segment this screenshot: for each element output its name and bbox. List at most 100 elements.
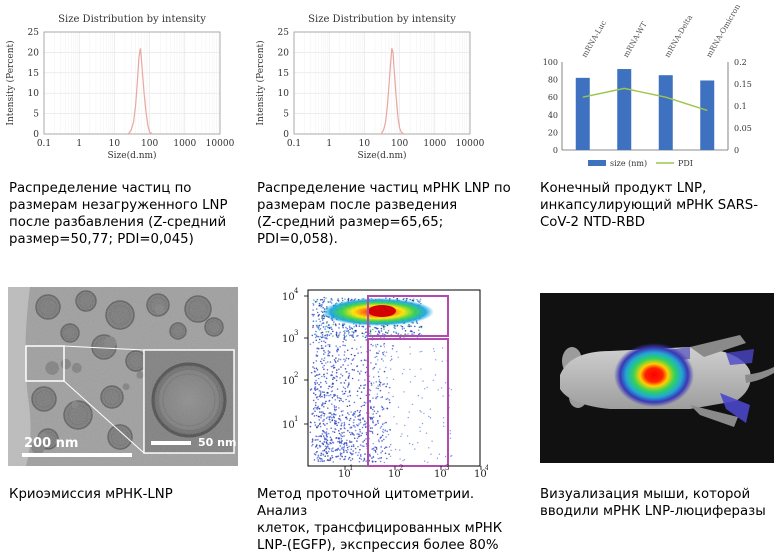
event-dot xyxy=(352,458,354,460)
event-dot xyxy=(414,326,416,328)
event-dot xyxy=(311,441,313,443)
event-dot xyxy=(362,441,364,443)
event-dot xyxy=(443,422,444,423)
event-dot xyxy=(330,333,332,335)
event-dot xyxy=(372,422,374,424)
event-dot xyxy=(370,329,372,331)
event-dot xyxy=(353,444,355,446)
x-tick-label: 10000 xyxy=(206,139,235,149)
event-dot xyxy=(349,325,351,327)
event-dot xyxy=(351,454,353,456)
event-dot xyxy=(383,360,384,361)
event-dot xyxy=(319,374,321,376)
event-dot xyxy=(366,432,368,434)
event-dot xyxy=(328,350,330,352)
event-dot xyxy=(373,461,374,462)
x-tick-label: 1000 xyxy=(173,139,196,149)
event-dot xyxy=(430,454,431,455)
event-dot xyxy=(363,446,365,448)
x-tick-exponent: 4 xyxy=(485,464,488,472)
event-dot xyxy=(336,332,338,334)
event-dot xyxy=(348,330,350,332)
event-dot xyxy=(346,440,348,442)
event-dot xyxy=(322,391,324,393)
event-dot xyxy=(320,435,322,437)
event-dot xyxy=(377,454,378,455)
event-dot xyxy=(375,398,377,400)
event-dot xyxy=(399,458,400,459)
event-dot xyxy=(365,384,367,386)
event-dot xyxy=(347,412,349,414)
event-dot xyxy=(328,451,330,453)
event-dot xyxy=(336,380,338,382)
caption-flow-cytometry: Метод проточной цитометрии. Анализ клето… xyxy=(257,486,527,554)
event-dot xyxy=(377,388,379,390)
event-dot xyxy=(333,417,335,419)
event-dot xyxy=(323,365,325,367)
event-dot xyxy=(321,460,323,462)
event-dot xyxy=(344,423,346,425)
event-dot xyxy=(442,361,443,362)
x-tick-exponent: 1 xyxy=(349,464,353,472)
event-dot xyxy=(310,343,312,345)
event-dot xyxy=(362,326,364,328)
event-dot xyxy=(341,456,343,458)
event-dot xyxy=(346,371,348,373)
event-dot xyxy=(375,331,377,333)
event-dot xyxy=(323,423,325,425)
event-dot xyxy=(344,361,346,363)
event-dot xyxy=(380,461,382,463)
event-dot xyxy=(419,333,421,335)
event-dot xyxy=(315,383,317,385)
event-dot xyxy=(377,328,379,330)
event-dot xyxy=(323,326,325,328)
event-dot xyxy=(321,404,323,406)
event-dot xyxy=(342,414,344,416)
event-dot xyxy=(378,458,380,460)
event-dot xyxy=(335,406,337,408)
event-dot xyxy=(335,414,337,416)
event-dot xyxy=(385,422,387,424)
event-dot xyxy=(330,301,332,303)
event-dot xyxy=(320,324,322,326)
event-dot xyxy=(326,395,328,397)
event-dot xyxy=(364,402,366,404)
event-dot xyxy=(341,438,343,440)
event-dot xyxy=(386,447,387,448)
event-dot xyxy=(318,384,320,386)
event-dot xyxy=(407,435,408,436)
y-tick-label: 15 xyxy=(278,69,290,79)
event-dot xyxy=(321,396,323,398)
y2-tick-label: 0.2 xyxy=(734,58,747,67)
event-dot xyxy=(316,301,318,303)
event-dot xyxy=(418,329,420,331)
event-dot xyxy=(419,326,421,328)
event-dot xyxy=(359,435,361,437)
event-dot xyxy=(372,397,374,399)
event-dot xyxy=(326,428,328,430)
event-dot xyxy=(327,361,329,363)
event-dot xyxy=(327,416,329,418)
event-dot xyxy=(359,457,361,459)
event-dot xyxy=(317,388,319,390)
event-dot xyxy=(332,365,334,367)
event-dot xyxy=(317,408,319,410)
event-dot xyxy=(347,350,349,352)
event-dot xyxy=(319,396,321,398)
event-dot xyxy=(326,378,328,380)
event-dot xyxy=(319,441,321,443)
event-dot xyxy=(396,423,397,424)
event-dot xyxy=(360,444,362,446)
event-dot xyxy=(320,411,322,413)
event-dot xyxy=(347,386,349,388)
y-tick-label: 10 xyxy=(282,376,295,387)
y-tick-exponent: 4 xyxy=(294,287,299,295)
event-dot xyxy=(353,419,355,421)
event-dot xyxy=(328,388,330,390)
event-dot xyxy=(343,334,345,336)
event-dot xyxy=(350,395,352,397)
event-dot xyxy=(313,299,315,301)
event-dot xyxy=(384,448,386,450)
event-dot xyxy=(322,450,324,452)
